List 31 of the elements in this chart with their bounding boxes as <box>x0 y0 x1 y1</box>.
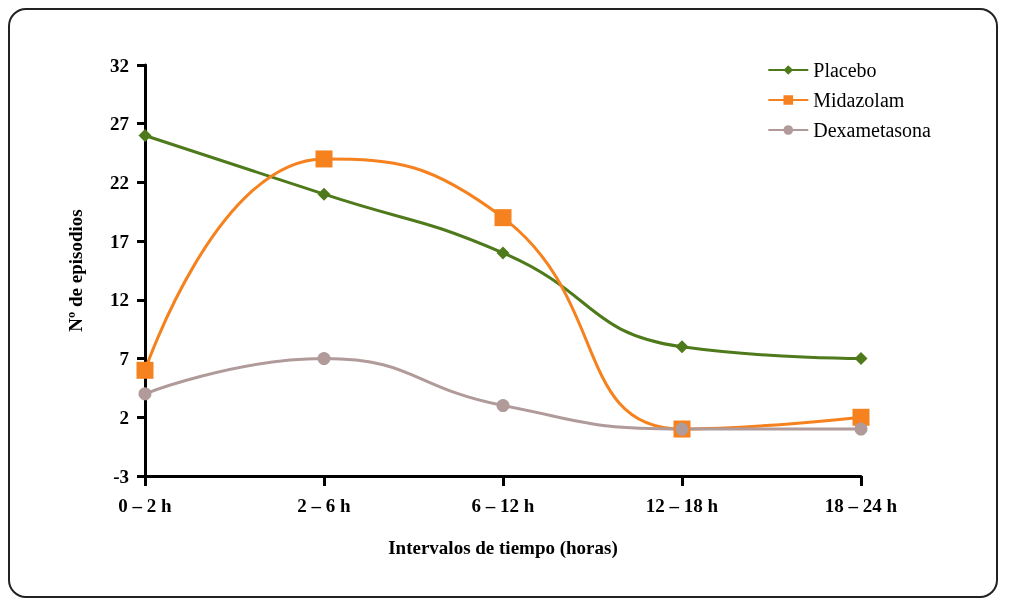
y-tick-label: -3 <box>113 465 129 487</box>
point <box>496 399 510 413</box>
point <box>675 340 689 354</box>
legend-label: Dexametasona <box>813 119 932 141</box>
x-tick-label: 18 – 24 h <box>824 495 898 516</box>
point <box>317 187 331 201</box>
y-tick-label: 32 <box>110 54 129 76</box>
y-tick-label: 27 <box>110 113 130 135</box>
x-tick-label: 0 – 2 h <box>118 495 173 516</box>
point <box>138 128 152 142</box>
point <box>852 408 870 426</box>
y-tick-label: 7 <box>119 348 130 370</box>
x-tick-label: 6 – 12 h <box>471 495 535 516</box>
point <box>854 422 868 436</box>
point <box>496 246 510 260</box>
y-tick-label: 2 <box>119 406 129 428</box>
x-axis-title: Intervalos de tiempo (horas) <box>388 537 618 559</box>
x-tick-label: 12 – 18 h <box>645 495 719 516</box>
y-axis-title: Nº de episodios <box>65 209 86 332</box>
y-tick-label: 12 <box>110 289 129 311</box>
y-tick-label: 22 <box>110 171 129 193</box>
x-tick-label: 2 – 6 h <box>297 495 352 516</box>
y-tick-label: 17 <box>110 230 130 252</box>
point <box>854 352 868 366</box>
point <box>315 150 333 168</box>
legend-label: Midazolam <box>813 89 905 111</box>
point <box>494 209 512 227</box>
legend-label: Placebo <box>813 59 877 81</box>
point <box>317 352 331 366</box>
point <box>136 361 154 379</box>
point <box>138 387 152 401</box>
